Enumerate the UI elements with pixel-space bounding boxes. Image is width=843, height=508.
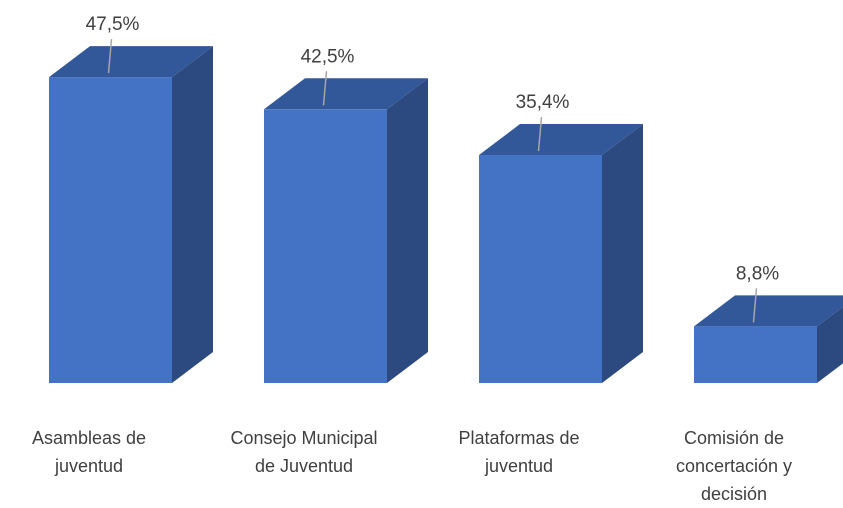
x-tick-label: Plataformas de juventud xyxy=(458,428,580,476)
bar-side xyxy=(172,46,213,383)
bar-top xyxy=(264,78,428,110)
bar-side xyxy=(602,124,643,384)
x-tick-label: Asambleas de juventud xyxy=(31,428,147,476)
bar xyxy=(49,46,213,383)
data-label: 35,4% xyxy=(516,92,570,113)
leader-line xyxy=(752,288,758,323)
bar xyxy=(264,78,428,384)
bar xyxy=(694,295,843,383)
data-label: 8,8% xyxy=(736,263,779,284)
leader-line xyxy=(107,39,113,74)
bar-side xyxy=(387,78,428,384)
bar-front xyxy=(694,326,817,383)
bar-front xyxy=(264,109,387,384)
bar xyxy=(479,124,643,384)
x-tick-label: Consejo Municipal de Juventud xyxy=(230,428,378,476)
bar-front xyxy=(479,155,602,383)
leader-line xyxy=(322,71,328,106)
x-tick-label: Comisión de concertación y decisión xyxy=(675,428,793,504)
data-label: 47,5% xyxy=(86,14,140,35)
bar-front xyxy=(49,77,172,383)
bar-top xyxy=(694,295,843,327)
data-label: 42,5% xyxy=(301,46,355,67)
bar-top xyxy=(49,46,213,78)
bar-side xyxy=(817,306,843,383)
leader-line xyxy=(537,116,543,152)
bar-top xyxy=(479,124,643,156)
